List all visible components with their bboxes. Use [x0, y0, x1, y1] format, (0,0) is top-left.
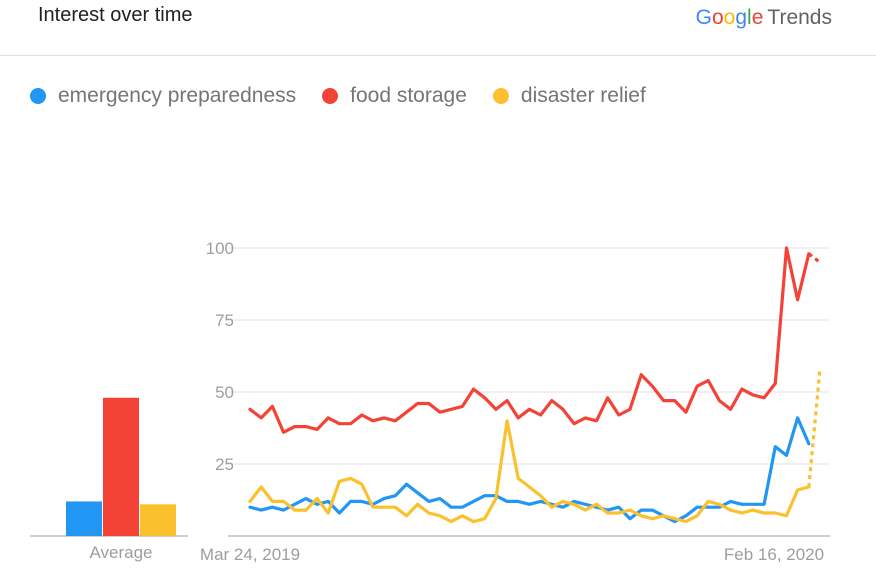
- logo-letter: e: [751, 6, 764, 29]
- legend-item-emergency-preparedness[interactable]: emergency preparedness: [30, 84, 296, 108]
- logo-letter: g: [735, 6, 748, 29]
- series-partial-segment: [807, 252, 821, 264]
- y-tick-label: 100: [206, 239, 234, 258]
- logo-product-name: Trends: [767, 6, 832, 29]
- logo-letter: o: [711, 6, 724, 29]
- legend-dot: [30, 88, 46, 104]
- series-line-emergency-preparedness: [248, 416, 811, 524]
- logo-letter: o: [723, 6, 736, 29]
- x-start-label: Mar 24, 2019: [200, 545, 300, 564]
- y-tick-label: 25: [215, 455, 234, 474]
- x-end-label: Feb 16, 2020: [724, 545, 824, 564]
- series-partial-segment: [807, 368, 822, 488]
- legend-label: food storage: [350, 84, 467, 107]
- y-tick-label: 50: [215, 383, 234, 402]
- chart-legend: emergency preparedness food storage disa…: [30, 83, 672, 109]
- series-line-food-storage: [248, 246, 811, 434]
- legend-label: disaster relief: [520, 84, 646, 107]
- chart-header: Interest over time Google Trends: [0, 0, 876, 56]
- average-bar: [66, 501, 102, 536]
- logo-letter: l: [747, 6, 752, 29]
- logo-letter: G: [695, 6, 712, 29]
- y-tick-label: 75: [215, 311, 234, 330]
- chart-title: Interest over time: [38, 4, 193, 26]
- google-trends-logo[interactable]: Google Trends: [696, 6, 832, 30]
- legend-item-disaster-relief[interactable]: disaster relief: [492, 84, 646, 108]
- legend-label: emergency preparedness: [58, 84, 297, 107]
- series-line-disaster-relief: [248, 419, 811, 524]
- legend-dot: [492, 88, 509, 104]
- average-bar: [140, 504, 176, 536]
- legend-dot: [322, 88, 339, 104]
- average-bar: [103, 397, 139, 536]
- legend-item-food-storage[interactable]: food storage: [322, 84, 467, 108]
- average-label: Average: [89, 543, 152, 562]
